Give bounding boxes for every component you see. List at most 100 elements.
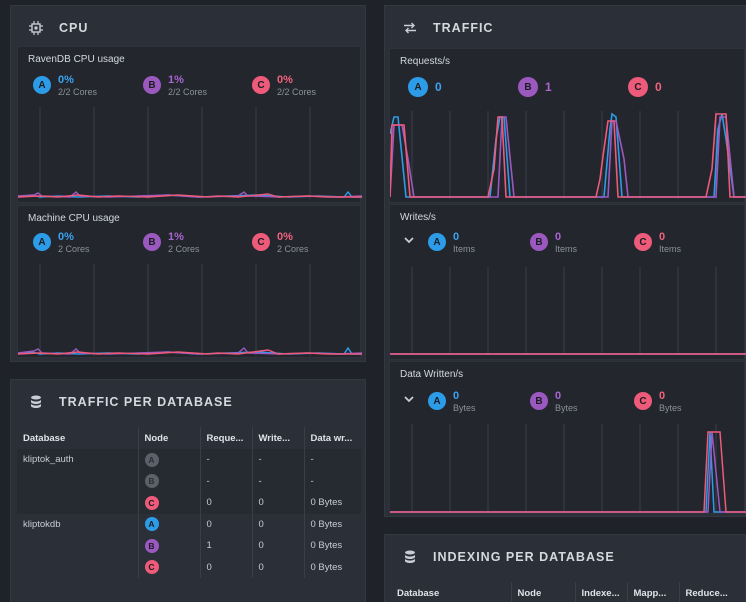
column-header-database[interactable]: Database — [391, 582, 512, 602]
node-a-badge: A — [408, 77, 428, 97]
indexing-per-database-header: INDEXING PER DATABASE — [385, 535, 745, 579]
requests-cell: - — [200, 470, 253, 492]
node-b-badge: B — [530, 233, 548, 251]
data-written-cell: 0 Bytes — [304, 513, 361, 535]
node-b-badge: B — [530, 392, 548, 410]
node-a-value: 0 — [453, 231, 460, 243]
column-header-node[interactable]: Node — [138, 427, 201, 449]
node-b-value: 0 — [555, 231, 562, 243]
column-header-mapped[interactable]: Mapp... — [627, 582, 680, 602]
node-b-unit: Bytes — [555, 403, 578, 413]
data-written-title: Data Written/s — [400, 369, 464, 380]
chevron-down-icon[interactable] — [404, 394, 414, 406]
table-header-row: Database Node Reque... Write... Data wr.… — [17, 427, 361, 449]
column-header-node[interactable]: Node — [511, 582, 576, 602]
traffic-per-database-panel: TRAFFIC PER DATABASE Database Node Reque… — [10, 379, 366, 602]
node-c-unit: 2/2 Cores — [277, 87, 317, 97]
writes-cell: - — [252, 449, 305, 471]
node-a-unit: Bytes — [453, 403, 476, 413]
data-written-section: Data Written/s A 0 Bytes B 0 Bytes C 0 B… — [389, 361, 746, 514]
node-b-unit: Items — [555, 244, 578, 254]
requests-chart — [390, 111, 746, 199]
column-header-requests[interactable]: Reque... — [200, 427, 253, 449]
node-b-value: 1% — [168, 74, 184, 86]
node-b-value: 0 — [555, 390, 562, 402]
node-b-unit: 2/2 Cores — [168, 87, 208, 97]
node-c-unit: 2 Cores — [277, 244, 309, 254]
node-a-unit: Items — [453, 244, 476, 254]
node-b-unit: 2 Cores — [168, 244, 200, 254]
column-header-reduced[interactable]: Reduce... — [685, 587, 728, 599]
table-row: kliptokdb A 0 0 0 Bytes — [17, 513, 361, 535]
ravendb-cpu-section: RavenDB CPU usage A 0% 2/2 Cores B 1% 2/… — [17, 46, 362, 203]
node-b-badge: B — [143, 76, 161, 94]
machine-cpu-chart — [18, 264, 362, 356]
node-badge: C — [144, 560, 159, 575]
node-badge: C — [144, 495, 159, 510]
cpu-panel: CPU RavenDB CPU usage A 0% 2/2 Cores B 1… — [10, 5, 366, 362]
arrows-exchange-icon — [401, 19, 419, 37]
node-a-badge: A — [33, 233, 51, 251]
table-row: C 0 0 0 Bytes — [17, 492, 361, 514]
node-c-value: 0% — [277, 231, 293, 243]
node-b-badge: B — [518, 77, 538, 97]
machine-cpu-section: Machine CPU usage A 0% 2 Cores B 1% 2 Co… — [17, 205, 362, 358]
column-header-indexed[interactable]: Indexe... — [575, 582, 628, 602]
node-a-badge: A — [428, 233, 446, 251]
node-c-value: 0 — [659, 390, 666, 402]
table-row: C 0 0 0 Bytes — [17, 556, 361, 578]
column-header-writes[interactable]: Write... — [252, 427, 305, 449]
ravendb-cpu-title: RavenDB CPU usage — [28, 54, 125, 65]
writes-cell: 0 — [252, 556, 305, 578]
node-a-badge: A — [428, 392, 446, 410]
traffic-title: TRAFFIC — [433, 21, 494, 35]
cpu-title: CPU — [59, 21, 89, 35]
requests-cell: 0 — [200, 492, 253, 514]
chevron-down-icon[interactable] — [404, 235, 414, 247]
data-written-cell: - — [304, 449, 361, 471]
requests-section: Requests/s A 0 B 1 C 0 — [389, 48, 746, 203]
indexing-per-database-panel: INDEXING PER DATABASE Database Node Inde… — [384, 534, 746, 602]
writes-cell: 0 — [252, 513, 305, 535]
node-b-badge: B — [143, 233, 161, 251]
indexing-per-database-table: Database Node Indexe... Mapp... Reduce..… — [391, 582, 741, 602]
node-a-unit: 2 Cores — [58, 244, 90, 254]
database-name[interactable]: kliptok_auth — [17, 449, 139, 471]
node-a-value: 0% — [58, 231, 74, 243]
database-name[interactable]: kliptokdb — [17, 513, 139, 535]
node-c-badge: C — [252, 233, 270, 251]
writes-cell: 0 — [252, 492, 305, 514]
table-row: kliptok_auth A - - - — [17, 449, 361, 471]
column-header-data-written[interactable]: Data wr... — [310, 432, 353, 444]
cpu-panel-header: CPU — [11, 6, 365, 50]
data-written-cell: 0 Bytes — [304, 492, 361, 514]
traffic-per-database-title: TRAFFIC PER DATABASE — [59, 395, 233, 409]
requests-cell: - — [200, 449, 253, 471]
node-c-badge: C — [634, 392, 652, 410]
traffic-panel: TRAFFIC Requests/s A 0 B 1 C 0 Writes/s … — [384, 5, 746, 517]
writes-title: Writes/s — [400, 212, 436, 223]
writes-chart — [390, 267, 746, 355]
node-badge: B — [144, 474, 159, 489]
node-a-value: 0 — [453, 390, 460, 402]
node-b-value: 1 — [545, 80, 552, 94]
requests-cell: 0 — [200, 556, 253, 578]
table-header-row: Database Node Indexe... Mapp... Reduce..… — [391, 582, 741, 602]
node-c-unit: Bytes — [659, 403, 682, 413]
node-a-badge: A — [33, 76, 51, 94]
database-name — [17, 535, 139, 557]
indexing-per-database-title: INDEXING PER DATABASE — [433, 550, 615, 564]
node-a-value: 0 — [435, 80, 442, 94]
writes-section: Writes/s A 0 Items B 0 Items C 0 Items — [389, 204, 746, 360]
database-name — [17, 492, 139, 514]
data-written-cell: 0 Bytes — [304, 535, 361, 557]
traffic-panel-header: TRAFFIC — [385, 6, 745, 50]
column-header-database[interactable]: Database — [17, 427, 139, 449]
node-badge: A — [144, 452, 159, 467]
node-c-badge: C — [252, 76, 270, 94]
node-c-badge: C — [634, 233, 652, 251]
requests-title: Requests/s — [400, 56, 451, 67]
traffic-per-database-table: Database Node Reque... Write... Data wr.… — [17, 427, 361, 578]
node-a-unit: 2/2 Cores — [58, 87, 98, 97]
node-c-value: 0 — [659, 231, 666, 243]
